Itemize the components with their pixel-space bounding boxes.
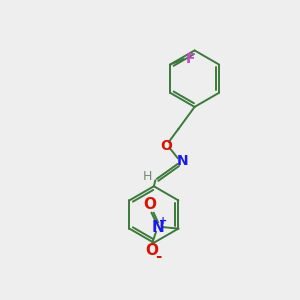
Text: +: + — [159, 216, 167, 226]
Text: O: O — [144, 197, 157, 212]
Text: H: H — [142, 170, 152, 183]
Text: O: O — [145, 243, 158, 258]
Text: F: F — [186, 52, 195, 66]
Text: O: O — [160, 139, 172, 152]
Text: N: N — [151, 220, 164, 235]
Text: -: - — [155, 249, 161, 264]
Text: N: N — [176, 154, 188, 168]
